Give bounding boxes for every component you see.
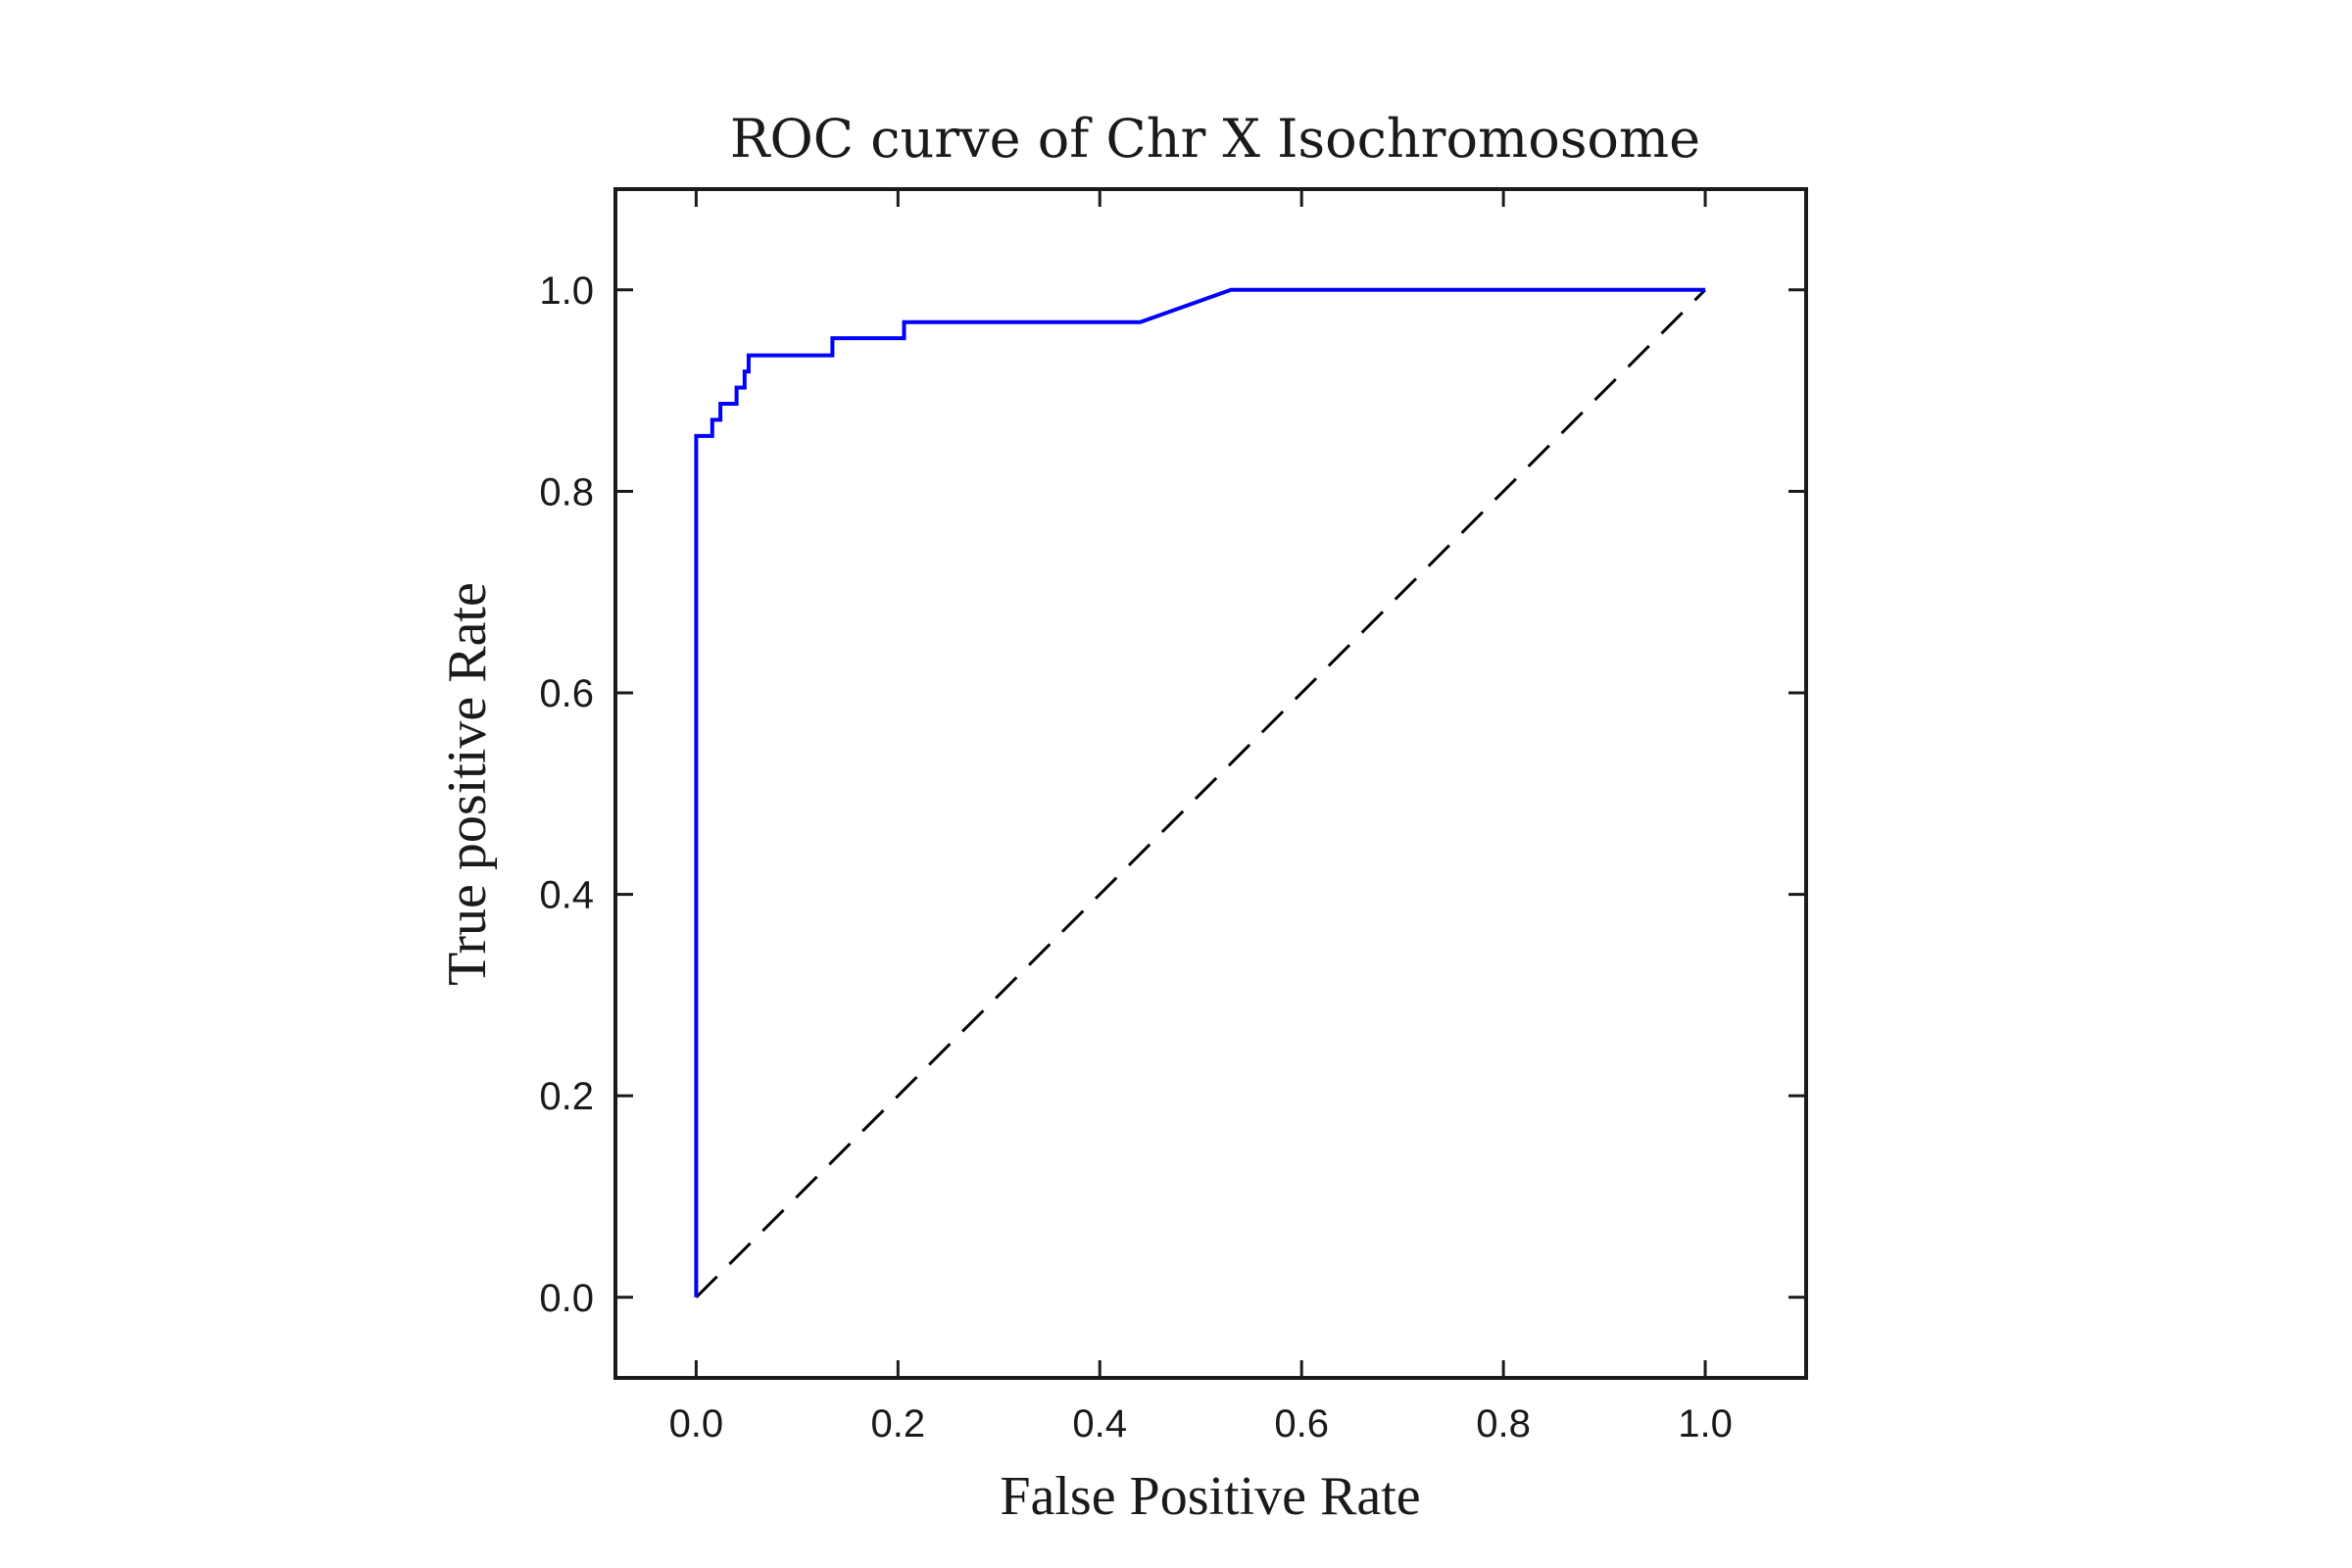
y-tick-label: 0.0	[539, 1277, 594, 1320]
x-tick-label: 0.8	[1476, 1402, 1531, 1446]
y-tick-label: 1.0	[539, 270, 594, 313]
x-tick-label: 0.4	[1072, 1402, 1127, 1446]
y-tick-labels: 0.0 0.2 0.4 0.6 0.8 1.0	[539, 270, 594, 1320]
ticks-layer	[615, 189, 1806, 1378]
series-layer	[694, 287, 1707, 1298]
x-axis-label: False Positive Rate	[1000, 1466, 1420, 1527]
x-tick-label: 1.0	[1678, 1402, 1733, 1446]
x-tick-label: 0.2	[871, 1402, 926, 1446]
y-tick-label: 0.6	[539, 672, 594, 715]
roc-curve-line	[694, 287, 1705, 1298]
axes-frame	[613, 187, 1808, 1380]
plot-area	[613, 187, 1808, 1380]
y-tick-label: 0.2	[539, 1075, 594, 1118]
y-tick-label: 0.8	[539, 470, 594, 514]
x-tick-labels: 0.0 0.2 0.4 0.6 0.8 1.0	[669, 1402, 1733, 1446]
chart-title: ROC curve of Chr X Isochromosome	[730, 108, 1700, 170]
y-tick-label: 0.4	[539, 874, 594, 917]
chance-diagonal-line	[695, 288, 1707, 1298]
x-tick-label: 0.0	[669, 1402, 724, 1446]
x-tick-label: 0.6	[1274, 1402, 1329, 1446]
y-axis-label: True positive Rate	[437, 582, 498, 986]
